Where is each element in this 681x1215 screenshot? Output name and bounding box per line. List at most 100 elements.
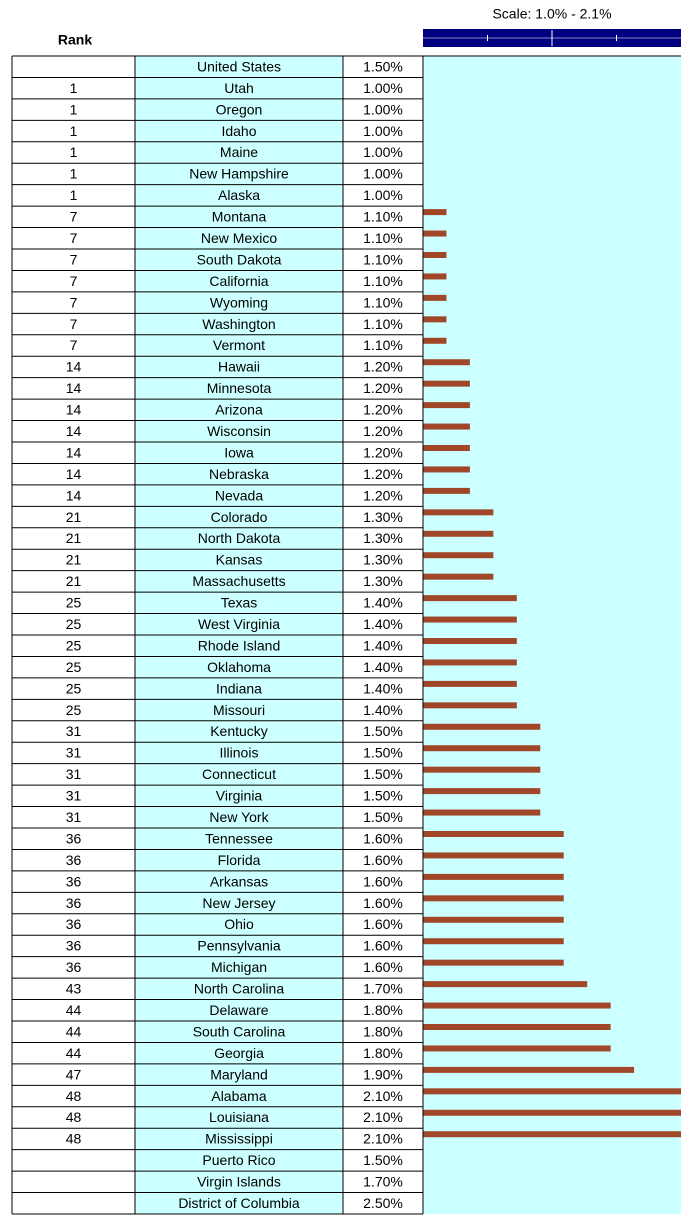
rank: 14 bbox=[66, 444, 82, 460]
bar bbox=[423, 702, 517, 709]
state-name: Georgia bbox=[214, 1045, 264, 1061]
value-label: 1.50% bbox=[363, 1152, 403, 1168]
bar bbox=[423, 659, 517, 666]
rank: 21 bbox=[66, 509, 82, 525]
rank: 31 bbox=[66, 723, 82, 739]
value-label: 1.50% bbox=[363, 788, 403, 804]
bar bbox=[423, 745, 541, 752]
bar bbox=[423, 552, 494, 559]
state-name: Alabama bbox=[211, 1088, 266, 1104]
state-name: Illinois bbox=[220, 745, 259, 761]
state-name: Maine bbox=[220, 144, 258, 160]
bar bbox=[423, 1088, 681, 1095]
rank: 31 bbox=[66, 745, 82, 761]
state-name: Louisiana bbox=[209, 1109, 269, 1125]
rank: 1 bbox=[70, 101, 78, 117]
value-label: 1.90% bbox=[363, 1066, 403, 1082]
rank: 21 bbox=[66, 573, 82, 589]
bar bbox=[423, 959, 564, 966]
rank: 7 bbox=[70, 209, 78, 225]
state-name: Connecticut bbox=[202, 766, 276, 782]
state-name: Kansas bbox=[216, 552, 263, 568]
value-label: 1.40% bbox=[363, 659, 403, 675]
value-label: 1.60% bbox=[363, 959, 403, 975]
bar bbox=[423, 1066, 635, 1073]
bar bbox=[423, 359, 470, 366]
rank: 25 bbox=[66, 680, 82, 696]
rank: 7 bbox=[70, 230, 78, 246]
state-name: Missouri bbox=[213, 702, 265, 718]
state-name: New York bbox=[209, 809, 269, 825]
value-label: 1.40% bbox=[363, 616, 403, 632]
state-name: West Virginia bbox=[198, 616, 280, 632]
bar bbox=[423, 402, 470, 409]
bar bbox=[423, 916, 564, 923]
state-name: Wisconsin bbox=[207, 423, 271, 439]
rank: 1 bbox=[70, 123, 78, 139]
bar bbox=[423, 766, 541, 773]
value-label: 1.60% bbox=[363, 830, 403, 846]
bar bbox=[423, 895, 564, 902]
state-name: North Dakota bbox=[198, 530, 281, 546]
bar bbox=[423, 509, 494, 516]
bar bbox=[423, 466, 470, 473]
state-name: Alaska bbox=[218, 187, 260, 203]
value-label: 1.00% bbox=[363, 101, 403, 117]
rank: 25 bbox=[66, 595, 82, 611]
rank: 7 bbox=[70, 294, 78, 310]
rank: 1 bbox=[70, 80, 78, 96]
rank: 14 bbox=[66, 359, 82, 375]
state-name: Idaho bbox=[221, 123, 256, 139]
bar bbox=[423, 1002, 611, 1009]
bar bbox=[423, 1109, 681, 1116]
value-label: 1.10% bbox=[363, 337, 403, 353]
rank: 14 bbox=[66, 402, 82, 418]
state-name: United States bbox=[197, 58, 281, 74]
value-label: 2.10% bbox=[363, 1131, 403, 1147]
value-label: 1.10% bbox=[363, 294, 403, 310]
rank: 21 bbox=[66, 530, 82, 546]
state-name: South Dakota bbox=[197, 251, 282, 267]
rank: 1 bbox=[70, 166, 78, 182]
value-label: 1.10% bbox=[363, 251, 403, 267]
rank: 31 bbox=[66, 809, 82, 825]
rank: 31 bbox=[66, 788, 82, 804]
bar bbox=[423, 831, 564, 837]
rank: 36 bbox=[66, 852, 82, 868]
state-name: New Hampshire bbox=[189, 166, 289, 182]
bar bbox=[423, 209, 447, 216]
rank: 47 bbox=[66, 1066, 82, 1082]
rank: 36 bbox=[66, 873, 82, 889]
state-name: Indiana bbox=[216, 680, 262, 696]
rank: 48 bbox=[66, 1131, 82, 1147]
state-name: Arkansas bbox=[210, 873, 268, 889]
state-name: Hawaii bbox=[218, 359, 260, 375]
state-name: New Jersey bbox=[202, 895, 275, 911]
state-name: Iowa bbox=[224, 444, 254, 460]
rank-header: Rank bbox=[58, 32, 92, 48]
value-label: 1.40% bbox=[363, 680, 403, 696]
rank: 25 bbox=[66, 637, 82, 653]
value-label: 1.60% bbox=[363, 873, 403, 889]
rank: 44 bbox=[66, 1002, 82, 1018]
rank: 48 bbox=[66, 1088, 82, 1104]
rank: 14 bbox=[66, 380, 82, 396]
rank: 14 bbox=[66, 423, 82, 439]
value-label: 1.80% bbox=[363, 1002, 403, 1018]
state-name: Florida bbox=[218, 852, 261, 868]
value-label: 1.70% bbox=[363, 1174, 403, 1190]
rank: 25 bbox=[66, 702, 82, 718]
value-label: 1.50% bbox=[363, 723, 403, 739]
bar bbox=[423, 530, 494, 537]
state-name: Kentucky bbox=[210, 723, 268, 739]
value-label: 1.00% bbox=[363, 187, 403, 203]
state-name: Nevada bbox=[215, 487, 263, 503]
bar bbox=[423, 252, 447, 258]
value-label: 1.30% bbox=[363, 552, 403, 568]
value-label: 1.00% bbox=[363, 144, 403, 160]
bar bbox=[423, 316, 447, 323]
bar bbox=[423, 337, 447, 344]
rank: 36 bbox=[66, 895, 82, 911]
state-name: Massachusetts bbox=[192, 573, 285, 589]
